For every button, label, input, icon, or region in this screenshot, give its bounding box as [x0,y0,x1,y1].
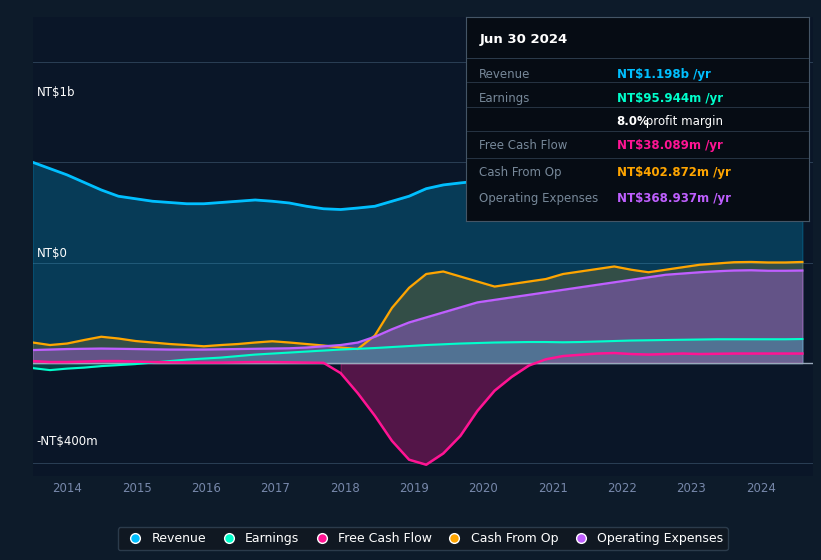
Text: NT$1.198b /yr: NT$1.198b /yr [617,68,710,81]
Text: -NT$400m: -NT$400m [37,435,99,448]
Text: 8.0%: 8.0% [617,115,649,128]
Text: Cash From Op: Cash From Op [479,166,562,179]
Text: Jun 30 2024: Jun 30 2024 [479,33,567,46]
Text: Free Cash Flow: Free Cash Flow [479,139,567,152]
Text: NT$0: NT$0 [37,247,67,260]
Text: profit margin: profit margin [642,115,723,128]
Legend: Revenue, Earnings, Free Cash Flow, Cash From Op, Operating Expenses: Revenue, Earnings, Free Cash Flow, Cash … [117,527,728,550]
Text: NT$38.089m /yr: NT$38.089m /yr [617,139,722,152]
Text: Operating Expenses: Operating Expenses [479,192,599,205]
Text: Earnings: Earnings [479,92,530,105]
Text: NT$95.944m /yr: NT$95.944m /yr [617,92,722,105]
Text: NT$402.872m /yr: NT$402.872m /yr [617,166,731,179]
Text: NT$1b: NT$1b [37,86,76,99]
Text: NT$368.937m /yr: NT$368.937m /yr [617,192,731,205]
Text: Revenue: Revenue [479,68,530,81]
